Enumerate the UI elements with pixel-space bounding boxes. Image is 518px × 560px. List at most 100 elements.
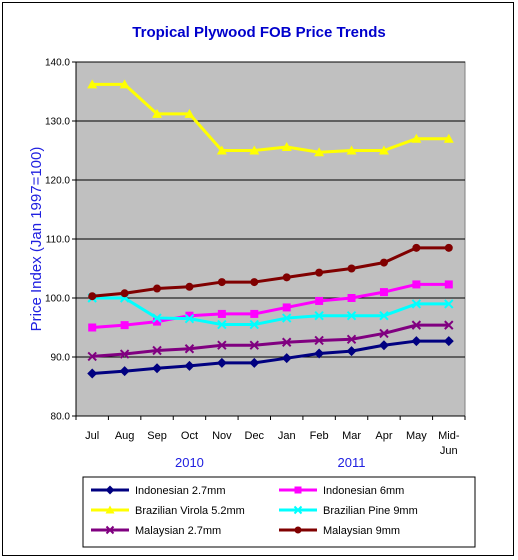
legend-item: Indonesian 6mm <box>279 485 404 497</box>
data-point <box>412 243 421 252</box>
data-point <box>120 289 129 298</box>
data-point <box>217 319 227 330</box>
y-tick-label: 110.0 <box>46 235 71 246</box>
data-point <box>184 108 195 118</box>
chart-title: Tropical Plywood FOB Price Trends <box>132 24 385 41</box>
y-tick-label: 90.0 <box>51 353 71 364</box>
legend-item: Malaysian 2.7mm <box>91 525 221 537</box>
data-point <box>315 296 324 305</box>
x-tick-label: Feb <box>310 430 329 442</box>
data-point <box>281 141 292 151</box>
data-point <box>314 348 325 359</box>
x-tick-label: May <box>406 430 427 442</box>
data-point <box>87 351 97 362</box>
x-tick-label: Nov <box>212 430 232 442</box>
data-point <box>184 313 195 324</box>
y-axis-label: Price Index (Jan 1997=100) <box>28 147 45 332</box>
y-tick-label: 100.0 <box>45 294 70 305</box>
data-point <box>282 313 292 323</box>
series-malaysian-9mm <box>88 243 453 301</box>
x-tick-label: Aug <box>115 430 135 442</box>
x-tick-label: Sep <box>147 430 167 442</box>
data-point <box>346 145 357 155</box>
data-point <box>119 79 130 89</box>
legend-marker <box>105 525 115 535</box>
data-point <box>346 334 357 345</box>
x-tick-label: Apr <box>375 430 392 442</box>
series-line <box>92 323 449 358</box>
data-point <box>216 357 227 368</box>
data-point <box>315 268 324 277</box>
data-point <box>444 320 454 330</box>
x-tick-label: Mar <box>342 430 361 442</box>
data-point <box>184 344 195 354</box>
series-malaysian-2-7mm <box>87 320 454 362</box>
legend-label: Brazilian Pine 9mm <box>323 505 418 517</box>
series-line <box>92 296 449 327</box>
series-brazilian-virola-5-2mm <box>87 79 454 157</box>
data-point <box>185 282 194 291</box>
series-line <box>92 339 449 376</box>
data-point <box>217 340 227 350</box>
data-point <box>281 353 292 364</box>
data-point <box>379 288 388 297</box>
chart-canvas: Tropical Plywood FOB Price Trends Price … <box>28 24 476 548</box>
data-point <box>119 349 130 359</box>
data-point <box>346 310 357 321</box>
data-point <box>184 360 195 371</box>
data-point <box>87 79 98 89</box>
data-point <box>119 366 130 377</box>
data-point <box>88 323 97 332</box>
legend-marker <box>293 505 303 515</box>
y-tick-label: 120.0 <box>45 176 70 187</box>
x-tick-label: Jan <box>278 430 296 442</box>
x-tick-label: Mid-Jun <box>438 430 460 457</box>
legend-marker <box>105 485 115 495</box>
data-point <box>444 299 454 309</box>
data-point <box>249 319 259 330</box>
data-point <box>443 133 454 143</box>
data-point <box>282 303 291 312</box>
data-point <box>152 345 162 356</box>
plot-area: 80.0 90.0 100.0 110.0 120.0 130.0 140.0 Jul Aug S… <box>45 58 466 470</box>
data-point <box>379 258 388 267</box>
legend-label: Indonesian 6mm <box>323 485 404 497</box>
legend-item: Brazilian Pine 9mm <box>279 505 418 517</box>
data-point <box>378 145 389 155</box>
data-point <box>411 320 422 330</box>
y-tick-label: 140.0 <box>45 58 70 69</box>
data-point <box>379 310 389 321</box>
data-point <box>120 321 129 330</box>
data-point <box>346 346 357 357</box>
data-point <box>282 273 291 282</box>
data-point <box>378 340 389 351</box>
data-point <box>411 299 422 309</box>
legend: Indonesian 2.7mm Indonesian 6mm Brazilian … <box>82 476 476 548</box>
legend-item: Indonesian 2.7mm <box>91 485 226 497</box>
legend-marker <box>105 505 115 514</box>
series-indonesian-2-7mm <box>87 336 454 379</box>
legend-item: Malaysian 9mm <box>279 525 400 537</box>
data-point <box>153 317 162 326</box>
data-point <box>444 280 453 289</box>
data-point <box>250 278 259 287</box>
data-point <box>250 309 259 318</box>
data-point <box>152 108 163 118</box>
data-point <box>411 336 422 347</box>
year-label: 2010 <box>175 455 204 470</box>
data-point <box>314 147 325 157</box>
year-label: 2011 <box>338 455 366 470</box>
data-point <box>314 310 324 321</box>
data-point <box>347 294 356 302</box>
y-tick-label: 130.0 <box>45 117 70 128</box>
data-point <box>217 309 226 318</box>
data-point <box>87 368 98 379</box>
data-point <box>217 278 226 287</box>
series-line <box>92 246 449 298</box>
data-point <box>444 243 453 252</box>
chart-frame: Tropical Plywood FOB Price Trends Price … <box>2 2 514 556</box>
series-indonesian-6mm <box>88 280 453 332</box>
data-point <box>153 284 162 293</box>
data-point <box>282 337 292 347</box>
legend-item: Brazilian Virola 5.2mm <box>91 505 245 517</box>
